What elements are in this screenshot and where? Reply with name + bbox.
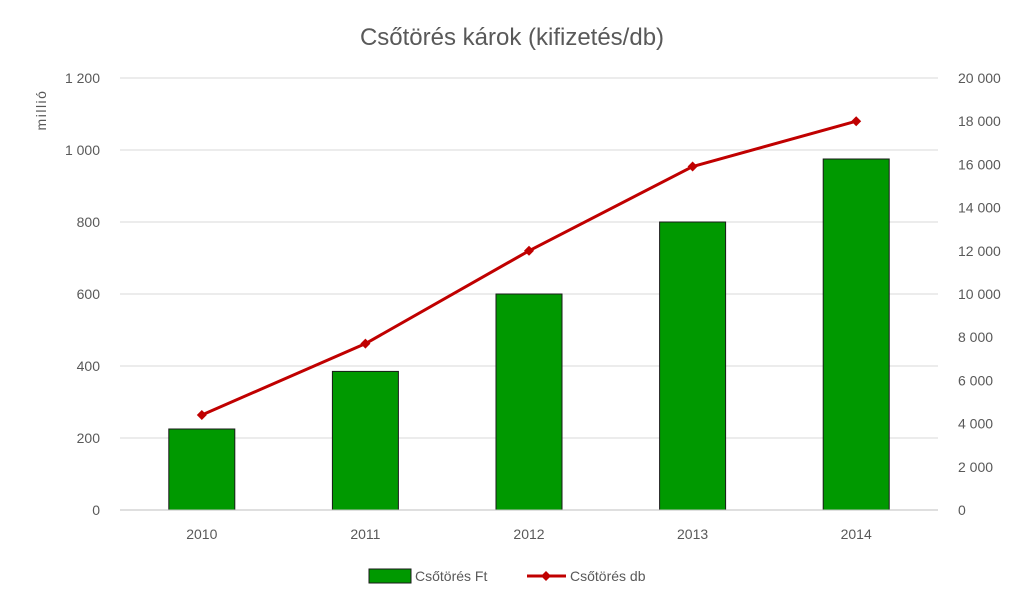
y2-tick-label: 12 000	[958, 243, 1001, 259]
y-tick-label: 1 200	[65, 70, 100, 86]
y2-tick-label: 20 000	[958, 70, 1001, 86]
y-tick-label: 200	[77, 430, 101, 446]
y2-tick-label: 16 000	[958, 156, 1001, 172]
y-tick-label: 400	[77, 358, 101, 374]
x-tick-label: 2011	[350, 526, 380, 542]
legend-marker	[541, 571, 551, 581]
line-series	[196, 116, 862, 420]
y2-tick-label: 8 000	[958, 329, 993, 345]
y2-tick-label: 14 000	[958, 200, 1001, 216]
axes: 0 200 400 600 800 1 000 1 200 0 2 000 4 000 6 000 8…	[65, 70, 1001, 542]
y-tick-label: 600	[77, 286, 101, 302]
bar	[495, 293, 563, 511]
x-tick-label: 2012	[513, 526, 544, 542]
y-tick-label: 800	[77, 214, 101, 230]
bar	[822, 158, 890, 511]
y-tick-label: 0	[92, 502, 100, 518]
legend-label: Csőtörés db	[570, 568, 646, 584]
point	[851, 116, 862, 127]
bar	[168, 428, 236, 511]
point	[524, 245, 534, 256]
point	[196, 409, 207, 420]
y2-tick-label: 18 000	[958, 113, 1001, 129]
point	[687, 161, 698, 172]
x-tick-label: 2014	[841, 526, 872, 542]
y2-tick-label: 4 000	[958, 416, 993, 432]
y2-tick-label: 2 000	[958, 459, 993, 475]
legend: Csőtörés Ft Csőtörés db	[368, 568, 646, 584]
y-tick-label: 1 000	[65, 142, 100, 158]
x-tick-label: 2013	[677, 526, 708, 542]
bar	[659, 221, 727, 511]
bar	[331, 370, 399, 511]
y-axis-label: millió	[33, 90, 49, 131]
y2-tick-label: 0	[958, 502, 966, 518]
bar-series	[168, 158, 890, 511]
y2-tick-label: 6 000	[958, 372, 993, 388]
legend-label: Csőtörés Ft	[415, 568, 487, 584]
chart-title: Csőtörés károk (kifizetés/db)	[360, 24, 664, 51]
legend-swatch-bar	[368, 568, 412, 584]
point	[360, 338, 371, 349]
x-tick-label: 2010	[186, 526, 217, 542]
y2-tick-label: 10 000	[958, 286, 1001, 302]
